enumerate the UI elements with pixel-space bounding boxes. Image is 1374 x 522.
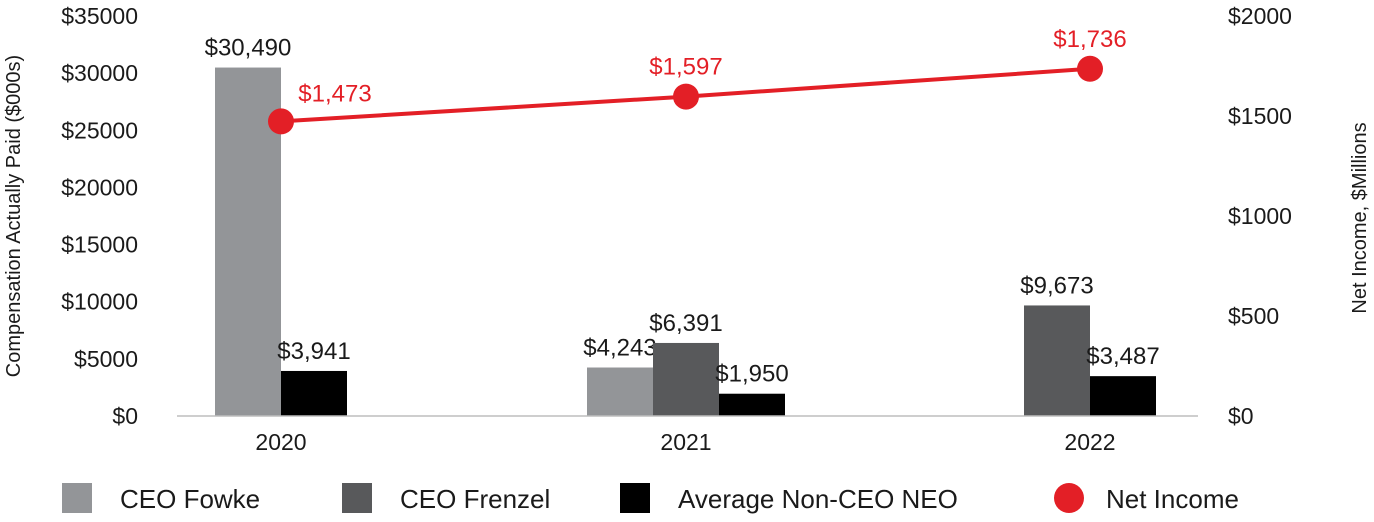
net-income-point (673, 83, 699, 110)
left-tick-label: $0 (112, 403, 138, 429)
legend-swatch (62, 483, 92, 513)
net-income-line: $1,473 $1,597 $1,736 (268, 26, 1127, 135)
left-tick-label: $30000 (61, 60, 138, 86)
bar-data-label: $3,487 (1086, 343, 1159, 370)
left-tick-label: $35000 (61, 3, 138, 29)
bar-2022-ceo-frenzel (1024, 305, 1090, 416)
right-tick-label: $2000 (1228, 3, 1292, 29)
bar-data-label: $9,673 (1020, 272, 1093, 299)
bar-2022-average-non-ceo-neo (1090, 376, 1156, 416)
x-axis-ticks: 2020 2021 2022 (255, 429, 1115, 455)
right-axis-ticks: $0 $500 $1000 $1500 $2000 (1228, 3, 1292, 429)
legend-label: CEO Fowke (120, 484, 260, 514)
right-tick-label: $0 (1228, 403, 1254, 429)
x-tick-label: 2021 (660, 429, 711, 455)
right-tick-label: $500 (1228, 303, 1279, 329)
left-tick-label: $25000 (61, 117, 138, 143)
left-axis-title: Compensation Actually Paid ($000s) (3, 55, 25, 377)
legend-swatch (1054, 483, 1084, 513)
net-income-data-label: $1,473 (298, 80, 371, 107)
left-axis-ticks: $0 $5000 $10000 $15000 $20000 $25000 $30000 $35… (61, 3, 138, 429)
left-tick-label: $5000 (74, 346, 138, 372)
legend-label: Net Income (1106, 484, 1239, 514)
bars: $30,490 $3,941 $4,243$6,391 $1,950 $9,673 $3,… (205, 35, 1160, 417)
bar-2020-average-non-ceo-neo (281, 370, 347, 416)
bar-data-label: $30,490 (205, 35, 292, 62)
left-tick-label: $20000 (61, 174, 138, 200)
bar-2021-ceo-frenzel (653, 342, 719, 416)
x-tick-label: 2020 (255, 429, 306, 455)
bar-2021-ceo-fowke (587, 367, 653, 416)
legend-swatch (620, 483, 650, 513)
bar-data-label: $6,391 (649, 310, 722, 337)
net-income-point (1077, 55, 1103, 82)
net-income-data-label: $1,597 (649, 54, 722, 81)
right-axis-title: Net Income, $Millions (1349, 122, 1371, 313)
legend-label: CEO Frenzel (400, 484, 550, 514)
left-tick-label: $15000 (61, 232, 138, 258)
net-income-point (268, 108, 294, 135)
legend-swatch (342, 483, 372, 513)
bar-data-label: $1,950 (715, 361, 788, 388)
right-tick-label: $1500 (1228, 103, 1292, 129)
legend: CEO Fowke CEO Frenzel Average Non-CEO NEO N… (62, 483, 1239, 514)
bar-data-label: $4,243 (583, 335, 656, 362)
bar-data-label: $3,941 (277, 338, 350, 365)
x-tick-label: 2022 (1064, 429, 1115, 455)
left-tick-label: $10000 (61, 289, 138, 315)
net-income-data-label: $1,736 (1053, 26, 1126, 53)
right-tick-label: $1000 (1228, 203, 1292, 229)
bar-2021-average-non-ceo-neo (719, 393, 785, 416)
legend-label: Average Non-CEO NEO (678, 484, 958, 514)
